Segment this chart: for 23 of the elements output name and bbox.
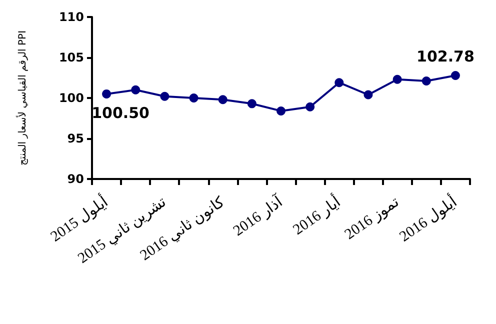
x-tick-label: أيار 2016 (288, 192, 344, 238)
y-tick-label: 110 (58, 10, 84, 24)
point (102, 89, 112, 98)
point (247, 99, 256, 108)
point (131, 85, 140, 94)
point (392, 74, 402, 84)
y-axis-title: الرقم القياسي لأسعار المنتج PPI (16, 30, 28, 166)
point (276, 106, 286, 116)
y-tick-label: 105 (58, 50, 84, 64)
point (334, 78, 344, 88)
y-tick-label: 100 (58, 91, 84, 105)
point (189, 94, 198, 102)
x-tick-label: آذار 2016 (230, 192, 286, 240)
point (160, 92, 170, 101)
point (306, 102, 315, 112)
point (450, 70, 460, 80)
y-tick-label: 95 (67, 132, 84, 146)
data-label: 100.50 (92, 104, 150, 122)
point (218, 95, 228, 104)
y-tick-label: 90 (67, 172, 84, 186)
point (364, 90, 373, 100)
point (422, 76, 431, 86)
data-label: 102.78 (416, 47, 474, 66)
